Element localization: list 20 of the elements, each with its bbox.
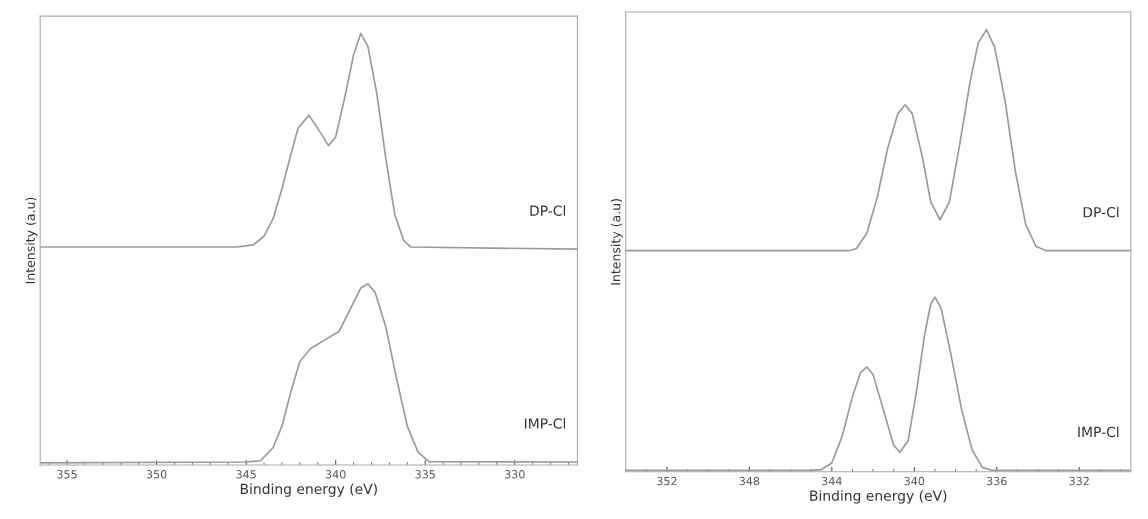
x-tick-label: 330 [505, 470, 525, 479]
x-tick-label: 345 [236, 470, 256, 479]
x-tick-label: 332 [1069, 476, 1089, 486]
x-axis-title: Binding energy (eV) [810, 490, 947, 504]
x-tick-label: 348 [739, 476, 760, 486]
x-tick-label: 340 [904, 476, 925, 486]
y-axis-title: Intensity (a.u) [610, 199, 623, 285]
x-tick-label: 335 [415, 470, 435, 479]
y-axis-title: Intensity (a.u) [25, 197, 38, 284]
text: IMP-Cl [1078, 426, 1119, 438]
x-tick-label: 336 [987, 476, 1007, 486]
x-axis-title: Binding energy (eV) [240, 483, 377, 497]
text: IMP-Cl [524, 418, 566, 429]
x-tick-label: 355 [57, 470, 77, 479]
text: DP-Cl [530, 205, 566, 216]
x-tick-label: 340 [325, 470, 346, 479]
x-tick-label: 350 [146, 470, 167, 479]
x-tick-label: 344 [822, 476, 842, 486]
x-tick-label: 352 [657, 476, 677, 486]
text: DP-Cl [1083, 206, 1119, 218]
